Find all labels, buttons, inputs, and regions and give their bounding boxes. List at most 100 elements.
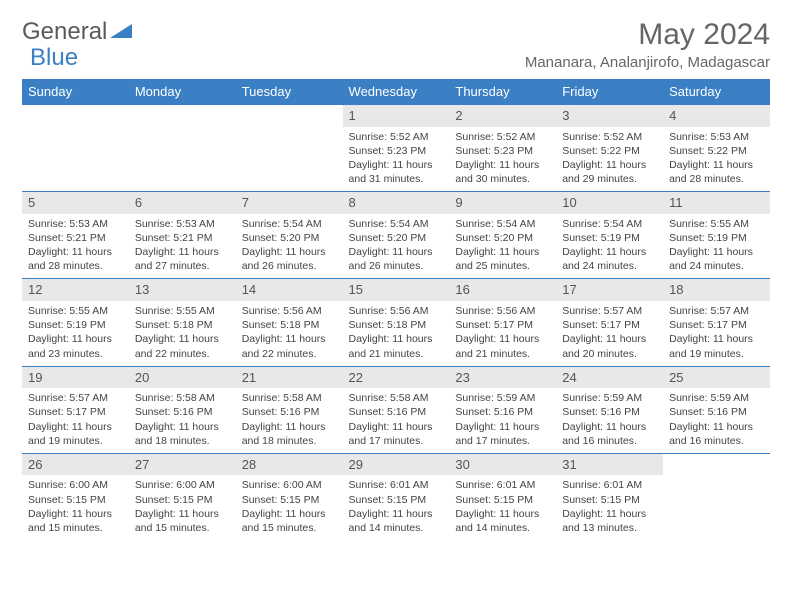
day-number: 2: [449, 105, 556, 127]
day-details: Sunrise: 5:55 AMSunset: 5:18 PMDaylight:…: [129, 301, 236, 366]
day-number: 7: [236, 192, 343, 214]
day-number: 20: [129, 367, 236, 389]
day-number: 26: [22, 454, 129, 476]
calendar-day-cell: 8Sunrise: 5:54 AMSunset: 5:20 PMDaylight…: [343, 192, 450, 279]
day-number: 11: [663, 192, 770, 214]
calendar-day-cell: 24Sunrise: 5:59 AMSunset: 5:16 PMDayligh…: [556, 366, 663, 453]
calendar-day-cell: 2Sunrise: 5:52 AMSunset: 5:23 PMDaylight…: [449, 105, 556, 192]
day-details: Sunrise: 5:58 AMSunset: 5:16 PMDaylight:…: [343, 388, 450, 453]
day-number: 21: [236, 367, 343, 389]
calendar-day-cell: 22Sunrise: 5:58 AMSunset: 5:16 PMDayligh…: [343, 366, 450, 453]
day-details: Sunrise: 5:57 AMSunset: 5:17 PMDaylight:…: [22, 388, 129, 453]
day-number: 13: [129, 279, 236, 301]
day-details: Sunrise: 5:53 AMSunset: 5:21 PMDaylight:…: [129, 214, 236, 279]
day-number: 27: [129, 454, 236, 476]
calendar-day-cell: 12Sunrise: 5:55 AMSunset: 5:19 PMDayligh…: [22, 279, 129, 366]
day-details: Sunrise: 5:55 AMSunset: 5:19 PMDaylight:…: [663, 214, 770, 279]
weekday-header: Saturday: [663, 79, 770, 105]
calendar-day-cell: 14Sunrise: 5:56 AMSunset: 5:18 PMDayligh…: [236, 279, 343, 366]
day-number: 15: [343, 279, 450, 301]
day-details: Sunrise: 5:56 AMSunset: 5:18 PMDaylight:…: [343, 301, 450, 366]
location: Mananara, Analanjirofo, Madagascar: [525, 54, 770, 71]
weekday-header: Sunday: [22, 79, 129, 105]
day-number: 29: [343, 454, 450, 476]
calendar-day-cell: 4Sunrise: 5:53 AMSunset: 5:22 PMDaylight…: [663, 105, 770, 192]
day-details: Sunrise: 5:53 AMSunset: 5:21 PMDaylight:…: [22, 214, 129, 279]
calendar-day-cell: 25Sunrise: 5:59 AMSunset: 5:16 PMDayligh…: [663, 366, 770, 453]
calendar-day-cell: 21Sunrise: 5:58 AMSunset: 5:16 PMDayligh…: [236, 366, 343, 453]
day-details: Sunrise: 6:00 AMSunset: 5:15 PMDaylight:…: [129, 475, 236, 540]
day-details: Sunrise: 6:01 AMSunset: 5:15 PMDaylight:…: [449, 475, 556, 540]
weekday-header: Friday: [556, 79, 663, 105]
day-details: Sunrise: 5:54 AMSunset: 5:20 PMDaylight:…: [343, 214, 450, 279]
day-details: Sunrise: 6:00 AMSunset: 5:15 PMDaylight:…: [22, 475, 129, 540]
weekday-header: Thursday: [449, 79, 556, 105]
calendar-day-cell: 16Sunrise: 5:56 AMSunset: 5:17 PMDayligh…: [449, 279, 556, 366]
calendar-day-cell: 28Sunrise: 6:00 AMSunset: 5:15 PMDayligh…: [236, 453, 343, 540]
day-number: 24: [556, 367, 663, 389]
day-number: 16: [449, 279, 556, 301]
weekday-header: Monday: [129, 79, 236, 105]
day-number: 6: [129, 192, 236, 214]
calendar-day-cell: 11Sunrise: 5:55 AMSunset: 5:19 PMDayligh…: [663, 192, 770, 279]
month-title: May 2024: [525, 18, 770, 52]
day-details: Sunrise: 5:55 AMSunset: 5:19 PMDaylight:…: [22, 301, 129, 366]
calendar-week-row: 26Sunrise: 6:00 AMSunset: 5:15 PMDayligh…: [22, 453, 770, 540]
weekday-header: Tuesday: [236, 79, 343, 105]
day-details: Sunrise: 5:53 AMSunset: 5:22 PMDaylight:…: [663, 127, 770, 192]
day-number: 8: [343, 192, 450, 214]
calendar-day-cell: 18Sunrise: 5:57 AMSunset: 5:17 PMDayligh…: [663, 279, 770, 366]
day-number: 5: [22, 192, 129, 214]
day-number: 25: [663, 367, 770, 389]
calendar-week-row: 12Sunrise: 5:55 AMSunset: 5:19 PMDayligh…: [22, 279, 770, 366]
day-details: Sunrise: 5:56 AMSunset: 5:18 PMDaylight:…: [236, 301, 343, 366]
calendar-day-cell: 3Sunrise: 5:52 AMSunset: 5:22 PMDaylight…: [556, 105, 663, 192]
day-details: Sunrise: 5:52 AMSunset: 5:23 PMDaylight:…: [449, 127, 556, 192]
calendar-day-cell: 1Sunrise: 5:52 AMSunset: 5:23 PMDaylight…: [343, 105, 450, 192]
day-details: Sunrise: 5:59 AMSunset: 5:16 PMDaylight:…: [663, 388, 770, 453]
logo-triangle-icon: [110, 24, 132, 40]
day-details: Sunrise: 6:01 AMSunset: 5:15 PMDaylight:…: [343, 475, 450, 540]
day-number: 30: [449, 454, 556, 476]
day-number: 10: [556, 192, 663, 214]
day-number: 9: [449, 192, 556, 214]
title-block: May 2024 Mananara, Analanjirofo, Madagas…: [525, 18, 770, 71]
day-details: Sunrise: 5:57 AMSunset: 5:17 PMDaylight:…: [556, 301, 663, 366]
day-details: Sunrise: 5:54 AMSunset: 5:19 PMDaylight:…: [556, 214, 663, 279]
calendar-day-cell: 17Sunrise: 5:57 AMSunset: 5:17 PMDayligh…: [556, 279, 663, 366]
calendar-day-cell: 31Sunrise: 6:01 AMSunset: 5:15 PMDayligh…: [556, 453, 663, 540]
day-number: 28: [236, 454, 343, 476]
day-details: Sunrise: 5:54 AMSunset: 5:20 PMDaylight:…: [449, 214, 556, 279]
calendar-day-cell: 29Sunrise: 6:01 AMSunset: 5:15 PMDayligh…: [343, 453, 450, 540]
calendar-day-cell: 20Sunrise: 5:58 AMSunset: 5:16 PMDayligh…: [129, 366, 236, 453]
day-number: 23: [449, 367, 556, 389]
day-number: 12: [22, 279, 129, 301]
day-details: Sunrise: 5:54 AMSunset: 5:20 PMDaylight:…: [236, 214, 343, 279]
day-details: Sunrise: 5:52 AMSunset: 5:22 PMDaylight:…: [556, 127, 663, 192]
calendar-table: Sunday Monday Tuesday Wednesday Thursday…: [22, 79, 770, 540]
day-number: 18: [663, 279, 770, 301]
day-number: 4: [663, 105, 770, 127]
logo-text-2: Blue: [30, 44, 78, 72]
day-details: Sunrise: 5:58 AMSunset: 5:16 PMDaylight:…: [129, 388, 236, 453]
calendar-day-cell: 27Sunrise: 6:00 AMSunset: 5:15 PMDayligh…: [129, 453, 236, 540]
calendar-day-cell: 7Sunrise: 5:54 AMSunset: 5:20 PMDaylight…: [236, 192, 343, 279]
calendar-week-row: 19Sunrise: 5:57 AMSunset: 5:17 PMDayligh…: [22, 366, 770, 453]
calendar-day-cell: 6Sunrise: 5:53 AMSunset: 5:21 PMDaylight…: [129, 192, 236, 279]
calendar-day-cell: 13Sunrise: 5:55 AMSunset: 5:18 PMDayligh…: [129, 279, 236, 366]
logo: General: [22, 18, 132, 46]
calendar-week-row: 1Sunrise: 5:52 AMSunset: 5:23 PMDaylight…: [22, 105, 770, 192]
calendar-day-cell: [236, 105, 343, 192]
day-details: Sunrise: 6:00 AMSunset: 5:15 PMDaylight:…: [236, 475, 343, 540]
day-details: Sunrise: 5:59 AMSunset: 5:16 PMDaylight:…: [556, 388, 663, 453]
day-number: 31: [556, 454, 663, 476]
day-number: 14: [236, 279, 343, 301]
day-number: 3: [556, 105, 663, 127]
calendar-day-cell: 30Sunrise: 6:01 AMSunset: 5:15 PMDayligh…: [449, 453, 556, 540]
calendar-day-cell: 9Sunrise: 5:54 AMSunset: 5:20 PMDaylight…: [449, 192, 556, 279]
calendar-day-cell: 23Sunrise: 5:59 AMSunset: 5:16 PMDayligh…: [449, 366, 556, 453]
day-number: 22: [343, 367, 450, 389]
day-details: Sunrise: 5:59 AMSunset: 5:16 PMDaylight:…: [449, 388, 556, 453]
day-details: Sunrise: 5:56 AMSunset: 5:17 PMDaylight:…: [449, 301, 556, 366]
calendar-day-cell: [22, 105, 129, 192]
